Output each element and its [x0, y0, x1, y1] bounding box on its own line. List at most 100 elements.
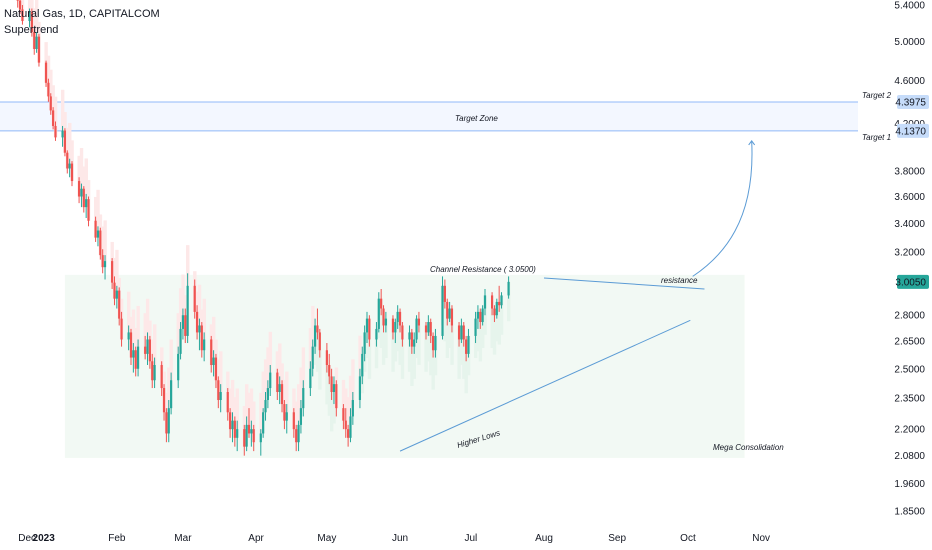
- x-axis-tick-label: Apr: [248, 533, 264, 544]
- candle-body: [507, 281, 510, 296]
- supertrend-band: [464, 353, 468, 394]
- candle-body: [250, 429, 253, 434]
- candle-body: [479, 311, 482, 323]
- indicator-title[interactable]: Supertrend: [4, 24, 59, 36]
- supertrend-band: [278, 343, 282, 385]
- x-axis-tick-label: 2023: [33, 533, 56, 544]
- supertrend-band: [96, 189, 100, 231]
- candle-body: [179, 328, 182, 354]
- target2-label: Target 2: [862, 91, 892, 100]
- last-price-tag-text: 3.0050: [895, 277, 926, 288]
- candle-body: [493, 308, 496, 316]
- supertrend-band: [115, 249, 119, 291]
- candle-body: [148, 339, 151, 362]
- target-zone-band: [0, 102, 858, 131]
- candle-body: [85, 199, 88, 208]
- candle-body: [292, 412, 295, 430]
- candle-body: [467, 335, 470, 354]
- candle-body: [49, 96, 52, 111]
- x-axis-tick-label: Jun: [392, 533, 408, 544]
- candle-body: [94, 220, 97, 238]
- supertrend-band: [252, 401, 256, 443]
- projection-arrowhead: [748, 140, 756, 146]
- mega-consolidation-label: Mega Consolidation: [713, 443, 784, 452]
- supertrend-band: [101, 226, 105, 268]
- candle-body: [474, 318, 477, 336]
- supertrend-band: [400, 339, 405, 379]
- symbol-title[interactable]: Natural Gas, 1D, CAPITALCOM: [4, 8, 160, 20]
- supertrend-band: [459, 325, 464, 365]
- supertrend-band: [219, 351, 223, 393]
- candle-body: [498, 301, 501, 306]
- candlestick-series: [16, 0, 510, 456]
- candle-body: [309, 368, 312, 389]
- supertrend-band: [318, 350, 322, 390]
- candle-body: [262, 412, 265, 434]
- x-axis-tick-label: Aug: [535, 533, 553, 544]
- candle-body: [441, 285, 444, 336]
- x-axis-tick-label: Feb: [108, 533, 126, 544]
- candle-body: [217, 380, 220, 401]
- supertrend-band: [301, 347, 306, 389]
- candle-body: [245, 424, 248, 447]
- supertrend-band: [325, 365, 329, 405]
- y-axis-tick-label: 2.0800: [894, 451, 925, 462]
- supertrend-band: [379, 308, 383, 348]
- candle-body: [151, 361, 154, 381]
- candle-body: [252, 429, 255, 443]
- supertrend-band: [197, 284, 202, 326]
- candle-body: [162, 388, 166, 413]
- candle-body: [299, 408, 303, 425]
- candle-body: [460, 325, 463, 340]
- supertrend-band: [27, 0, 32, 13]
- x-axis-tick-label: May: [317, 533, 336, 544]
- candle-body: [68, 163, 71, 169]
- candle-body: [302, 388, 305, 409]
- candle-body: [146, 339, 149, 354]
- supertrend-band: [143, 313, 147, 354]
- y-axis-tick-label: 1.9600: [894, 479, 925, 490]
- candle-body: [132, 350, 135, 358]
- candle-body: [448, 308, 451, 319]
- candle-body: [269, 372, 272, 389]
- candle-body: [429, 322, 432, 336]
- candle-body: [35, 36, 38, 49]
- candle-body: [129, 332, 133, 358]
- supertrend-band: [507, 281, 511, 322]
- supertrend-band: [103, 220, 107, 262]
- candle-body: [311, 346, 314, 369]
- candle-body: [431, 335, 435, 351]
- supertrend-band: [268, 331, 273, 373]
- supertrend-band: [431, 350, 435, 390]
- candle-body: [328, 365, 331, 377]
- candle-body: [236, 429, 239, 438]
- candle-body: [136, 346, 140, 369]
- y-axis-tick-label: 2.2000: [894, 425, 925, 436]
- candle-body: [219, 392, 222, 401]
- candle-body: [394, 322, 397, 333]
- candle-body: [170, 380, 173, 409]
- channel-resistance-label: Channel Resistance ( 3.0500): [430, 265, 536, 274]
- supertrend-band: [381, 325, 386, 365]
- candle-body: [434, 335, 437, 351]
- x-axis-tick-label: Mar: [174, 533, 192, 544]
- x-axis-tick-label: Dec: [18, 533, 36, 544]
- supertrend-band: [492, 315, 497, 355]
- supertrend-band: [445, 318, 450, 359]
- candle-body: [70, 163, 74, 182]
- candle-body: [195, 311, 199, 333]
- supertrend-band: [181, 274, 185, 316]
- candle-body: [212, 357, 215, 366]
- supertrend-band: [245, 384, 249, 425]
- target2-price-tag-text: 4.3975: [895, 98, 926, 109]
- candle-body: [297, 424, 300, 443]
- candle-body: [186, 285, 189, 336]
- supertrend-band: [263, 359, 268, 401]
- supertrend-band: [68, 122, 72, 164]
- candle-body: [127, 332, 130, 340]
- x-axis-tick-label: Sep: [608, 533, 626, 544]
- candle-body: [63, 130, 67, 153]
- candle-body: [278, 384, 281, 393]
- candle-body: [318, 332, 321, 351]
